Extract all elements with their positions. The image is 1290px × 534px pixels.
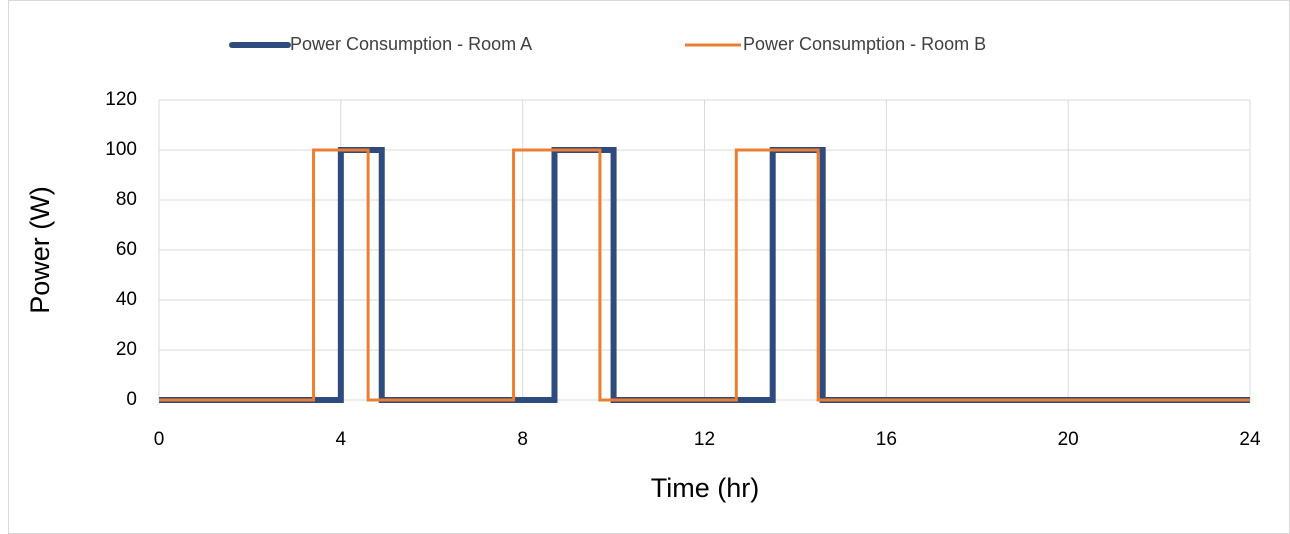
- y-tick-label: 60: [116, 239, 137, 260]
- legend-label: Power Consumption - Room B: [743, 34, 986, 54]
- x-tick-label: 20: [1058, 429, 1079, 450]
- y-tick-label: 80: [116, 189, 137, 210]
- x-tick-label: 0: [154, 429, 165, 450]
- x-tick-label: 16: [876, 429, 897, 450]
- y-tick-label: 120: [105, 89, 137, 110]
- y-tick-label: 40: [116, 289, 137, 310]
- x-axis-title: Time (hr): [651, 473, 760, 503]
- chart-frame: [8, 0, 1290, 534]
- x-tick-label: 4: [336, 429, 347, 450]
- legend-label: Power Consumption - Room A: [290, 34, 532, 54]
- y-axis-title: Power (W): [25, 186, 55, 314]
- series-line: [159, 148, 1250, 402]
- x-tick-label: 8: [517, 429, 528, 450]
- y-tick-label: 0: [126, 389, 137, 410]
- x-tick-label: 24: [1239, 429, 1261, 450]
- y-tick-label: 100: [105, 139, 137, 160]
- x-tick-label: 12: [694, 429, 715, 450]
- y-tick-label: 20: [116, 339, 137, 360]
